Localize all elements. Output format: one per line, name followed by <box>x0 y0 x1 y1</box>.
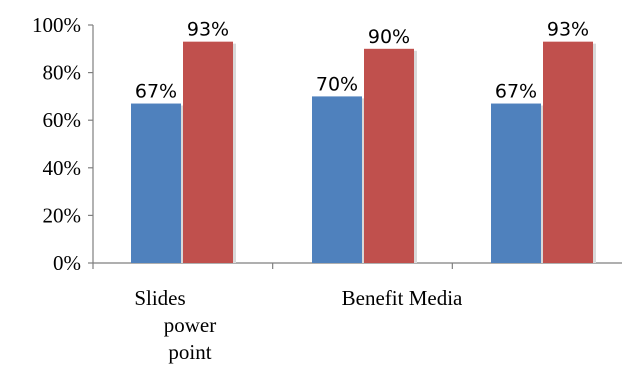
y-tick-label: 60% <box>43 108 82 132</box>
bar <box>491 103 541 263</box>
y-tick-label: 80% <box>43 61 82 85</box>
data-label: 90% <box>368 26 410 48</box>
y-tick-label: 0% <box>53 251 81 275</box>
y-tick-label: 20% <box>43 203 82 227</box>
y-tick-label: 40% <box>43 156 82 180</box>
bar-shadow <box>414 50 417 263</box>
bar <box>131 103 181 263</box>
y-axis: 0% 20% 40% 60% 80% 100% <box>32 13 94 275</box>
data-label: 67% <box>495 81 537 103</box>
data-label: 93% <box>187 19 229 41</box>
data-labels: 67% 70% 67% 93% 90% 93% <box>135 19 589 103</box>
bar <box>364 48 414 263</box>
x-category-label: power <box>164 313 216 337</box>
bar-shadow <box>181 105 184 263</box>
x-category-label: point <box>168 340 211 364</box>
bar <box>543 41 593 263</box>
bar <box>183 41 233 263</box>
y-tick-label: 100% <box>32 13 81 37</box>
bar <box>312 96 362 264</box>
data-label: 67% <box>135 81 177 103</box>
x-category-label: Benefit Media <box>342 286 463 310</box>
bar-shadow <box>541 105 544 263</box>
bar-shadow <box>362 98 365 264</box>
bar-shadow <box>233 43 236 263</box>
data-label: 70% <box>316 73 358 95</box>
bars <box>131 41 596 264</box>
data-label: 93% <box>547 19 589 41</box>
x-category-label: Slides <box>134 286 185 310</box>
x-axis: Slides power point Benefit Media <box>92 262 622 364</box>
bar-shadow <box>593 43 596 263</box>
